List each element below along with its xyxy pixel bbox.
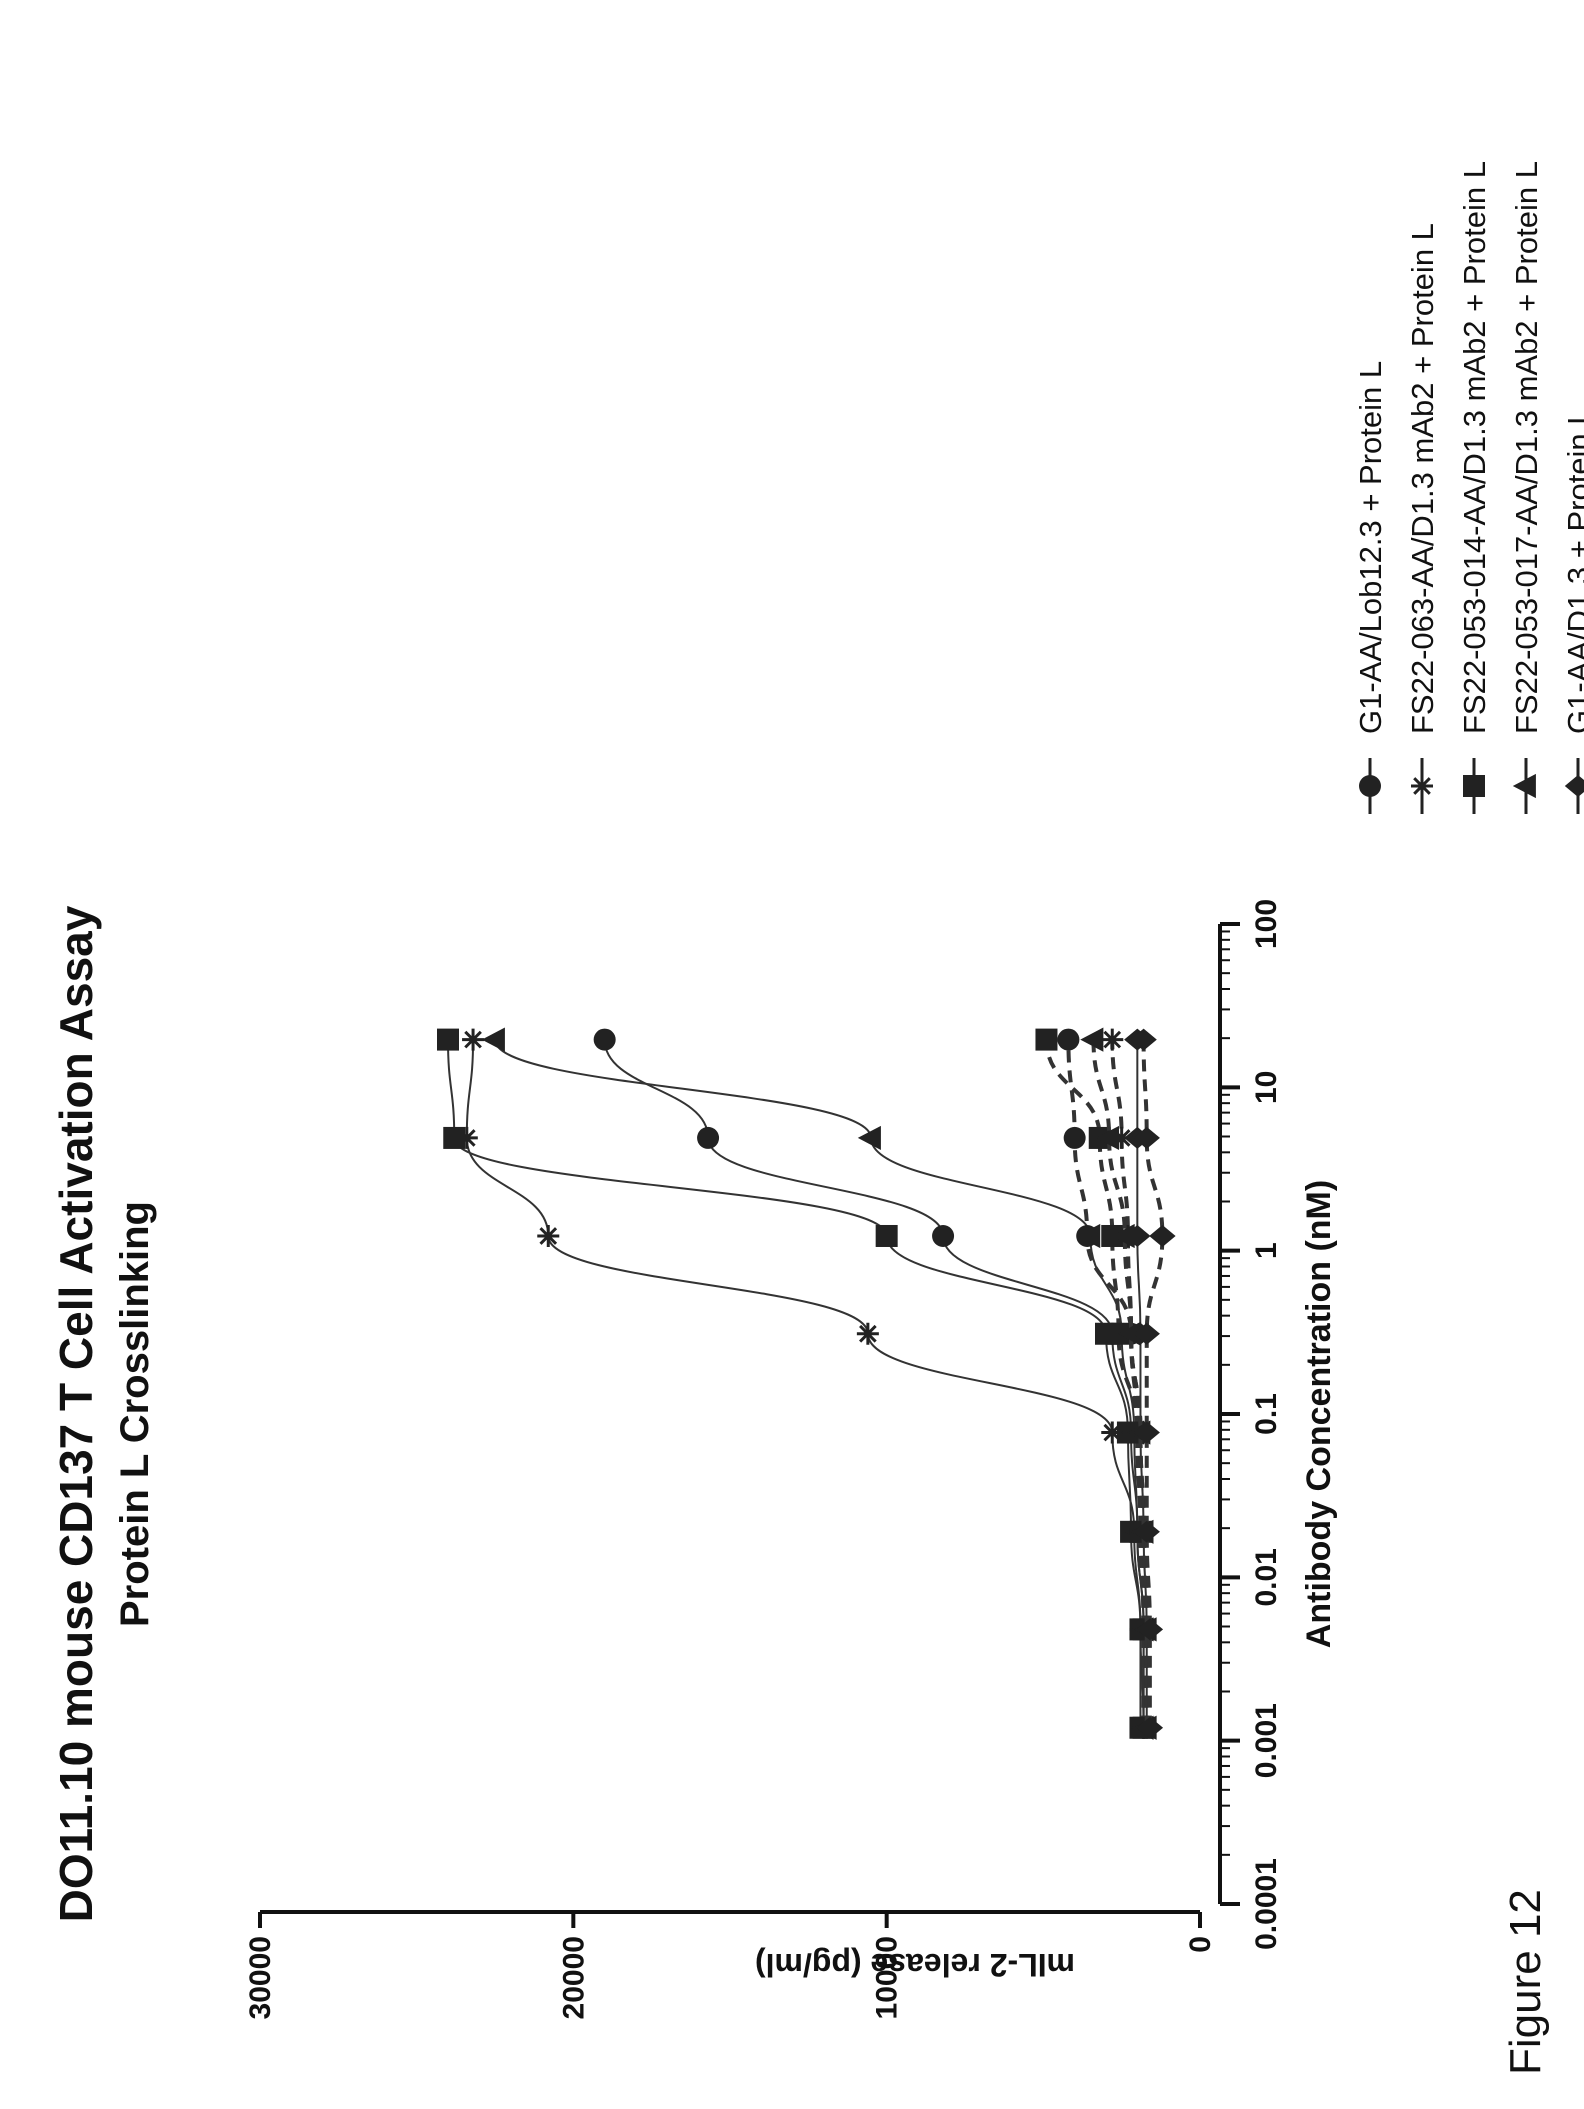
- chart-subtitle: Protein L Crosslinking: [113, 1201, 157, 1627]
- data-point: [856, 1322, 879, 1345]
- x-tick-label: 0.1: [1250, 1393, 1283, 1435]
- data-point: [537, 1224, 560, 1247]
- series-star-solid: [455, 1028, 1155, 1739]
- legend-marker: [1512, 773, 1536, 799]
- data-point: [1133, 1322, 1160, 1345]
- data-point: [857, 1125, 881, 1151]
- series-line: [494, 1039, 1145, 1728]
- legend-marker: [1463, 775, 1485, 797]
- series-triangle-solid: [481, 1027, 1154, 1740]
- series-line: [1136, 1039, 1148, 1728]
- series-line: [447, 1039, 1142, 1728]
- y-tick-label: 10000: [871, 1936, 904, 2019]
- data-point: [1101, 1028, 1124, 1051]
- x-tick-label: 0.001: [1250, 1703, 1283, 1778]
- data-point: [875, 1224, 898, 1247]
- data-point: [462, 1028, 485, 1051]
- x-tick-label: 10: [1250, 1071, 1283, 1104]
- data-point: [1130, 1028, 1157, 1051]
- legend: G1-AA/Lob12.3 + Protein L FS22-063-AA/D1.…: [1353, 161, 1584, 814]
- axes: 0 10000 20000 30000 0.0001 0.001 0.01 0.1 1 10 100: [244, 899, 1283, 2019]
- x-tick-label: 1: [1250, 1242, 1283, 1259]
- legend-label: FS22-053-017-AA/D1.3 mAb2 + Protein L: [1509, 161, 1544, 734]
- data-point: [1063, 1126, 1086, 1149]
- series-line: [1091, 1039, 1149, 1728]
- y-tick-label: 20000: [557, 1936, 590, 2019]
- legend-label: G1-AA/Lob12.3 + Protein L: [1353, 361, 1388, 734]
- legend-label: FS22-063-AA/D1.3 mAb2 + Protein L: [1405, 223, 1440, 734]
- series-line: [465, 1039, 1145, 1728]
- data-point: [1110, 1126, 1133, 1149]
- x-tick-label: 100: [1250, 899, 1283, 949]
- y-tick-label: 30000: [244, 1936, 277, 2019]
- x-tick-label: 0.0001: [1250, 1858, 1283, 1950]
- legend-item: FS22-053-014-AA/D1.3 mAb2 + Protein L: [1457, 161, 1492, 814]
- data-point: [932, 1224, 955, 1247]
- data-point: [1101, 1421, 1124, 1444]
- data-point: [1057, 1028, 1080, 1051]
- data-point: [1117, 1321, 1141, 1346]
- chart-title: DO11.10 mouse CD137 T Cell Activation As…: [50, 905, 102, 1922]
- series-square-solid: [437, 1028, 1152, 1739]
- x-tick-label: 0.01: [1250, 1548, 1283, 1606]
- plot-area: [437, 1027, 1176, 1740]
- data-point: [1111, 1223, 1135, 1249]
- data-point: [1149, 1224, 1176, 1247]
- data-point: [697, 1126, 720, 1149]
- data-point: [1133, 1520, 1160, 1543]
- data-point: [1076, 1224, 1099, 1247]
- legend-marker: [1564, 775, 1584, 797]
- legend-marker: [1411, 775, 1433, 797]
- data-point: [1035, 1028, 1058, 1051]
- legend-label: G1-AA/D1.3 + Protein L: [1561, 407, 1584, 734]
- data-point: [443, 1126, 466, 1149]
- data-point: [1080, 1027, 1104, 1052]
- x-axis-label: Antibody Concentration (nM): [1300, 1180, 1338, 1648]
- legend-item: G1-AA/D1.3 + Protein L: [1561, 407, 1584, 814]
- data-point: [437, 1028, 459, 1051]
- y-axis-label: mIL-2 release (pg/ml): [755, 1947, 1075, 1983]
- legend-item: G1-AA/Lob12.3 + Protein L: [1353, 361, 1388, 814]
- data-point: [1095, 1125, 1120, 1151]
- data-point: [455, 1126, 478, 1149]
- figure-label: Figure 12: [1501, 1889, 1550, 2075]
- data-point: [593, 1028, 616, 1051]
- legend-marker: [1359, 775, 1381, 797]
- legend-label: FS22-053-014-AA/D1.3 mAb2 + Protein L: [1457, 161, 1492, 734]
- series-line: [1044, 1039, 1146, 1728]
- y-tick-label: 0: [1184, 1936, 1217, 1953]
- legend-item: FS22-053-017-AA/D1.3 mAb2 + Protein L: [1509, 161, 1544, 814]
- legend-item: FS22-063-AA/D1.3 mAb2 + Protein L: [1405, 223, 1440, 814]
- data-point: [481, 1027, 505, 1052]
